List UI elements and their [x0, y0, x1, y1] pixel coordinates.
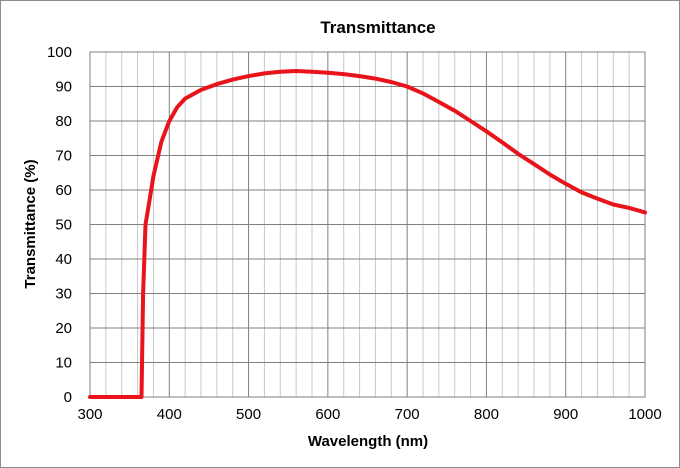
y-axis-label: Transmittance (%) — [22, 159, 39, 288]
y-tick-label-50: 50 — [55, 217, 72, 234]
y-tick-label-80: 80 — [55, 113, 72, 130]
plot-area-border — [89, 51, 646, 398]
grid-major-lines — [89, 51, 646, 398]
x-tick-label-500: 500 — [236, 406, 261, 423]
chart-title: Transmittance — [320, 18, 435, 37]
y-tick-label-100: 100 — [47, 44, 72, 61]
x-tick-label-700: 700 — [395, 406, 420, 423]
y-tick-label-40: 40 — [55, 251, 72, 268]
x-tick-label-300: 300 — [77, 406, 102, 423]
y-tick-label-90: 90 — [55, 79, 72, 96]
x-tick-labels: 300 400 500 600 700 800 900 1000 — [77, 406, 661, 423]
x-axis-label: Wavelength (nm) — [308, 433, 428, 450]
y-tick-label-10: 10 — [55, 355, 72, 372]
y-tick-label-30: 30 — [55, 286, 72, 303]
y-tick-label-20: 20 — [55, 320, 72, 337]
y-tick-label-60: 60 — [55, 182, 72, 199]
x-tick-label-900: 900 — [553, 406, 578, 423]
x-tick-label-400: 400 — [157, 406, 182, 423]
x-tick-label-800: 800 — [474, 406, 499, 423]
y-tick-labels: 0 10 20 30 40 50 60 70 80 90 100 — [47, 44, 72, 406]
y-tick-label-0: 0 — [64, 389, 72, 406]
y-tick-label-70: 70 — [55, 148, 72, 165]
x-tick-label-600: 600 — [315, 406, 340, 423]
x-tick-label-1000: 1000 — [628, 406, 661, 423]
transmittance-series-line — [88, 69, 647, 399]
